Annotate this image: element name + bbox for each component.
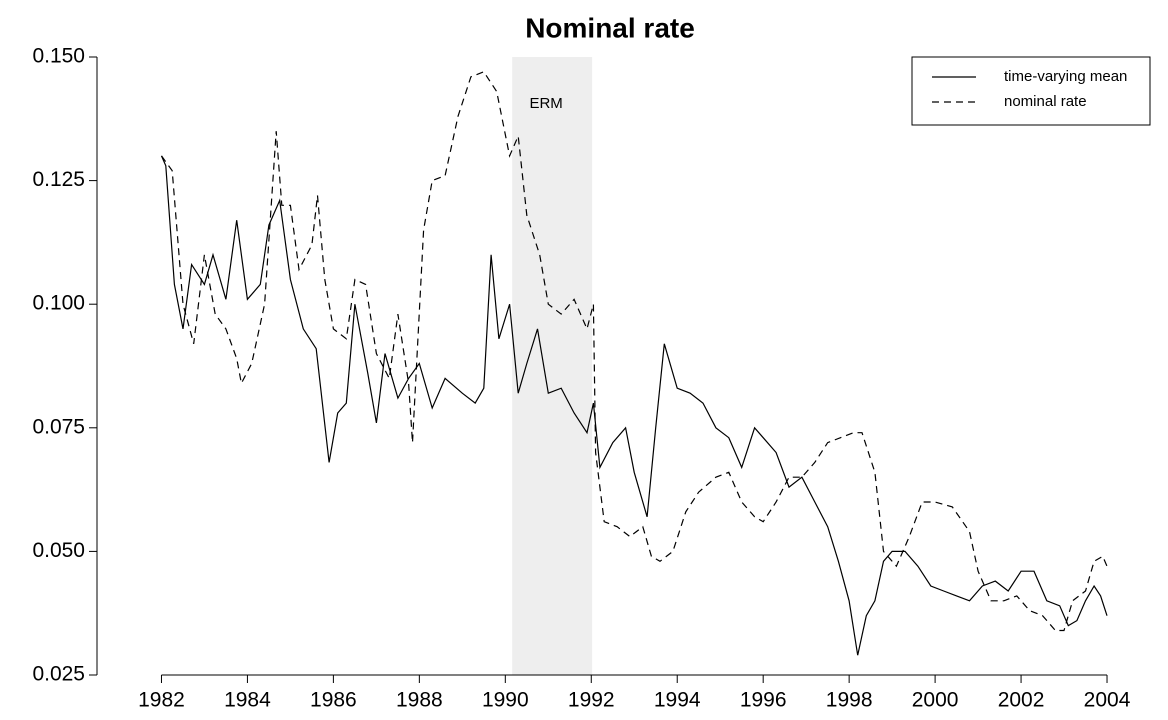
x-tick-label: 2002 <box>998 689 1045 712</box>
shade-label: ERM <box>529 95 562 112</box>
x-tick-label: 1990 <box>482 689 529 712</box>
x-tick-label: 1986 <box>310 689 357 712</box>
x-tick-label: 1992 <box>568 689 615 712</box>
line-series <box>161 71 1108 632</box>
x-tick-label: 1984 <box>224 689 271 712</box>
legend-box <box>911 56 1151 126</box>
x-tick-label: 2004 <box>1084 689 1131 712</box>
legend-label: nominal rate <box>1004 93 1087 110</box>
x-tick-label: 1988 <box>396 689 443 712</box>
y-tick-label: 0.150 <box>32 45 85 68</box>
legend-label: time-varying mean <box>1004 68 1127 85</box>
x-tick-label: 1996 <box>740 689 787 712</box>
line-series <box>160 155 1108 656</box>
y-tick-label: 0.050 <box>32 539 85 562</box>
x-tick-label: 1982 <box>138 689 185 712</box>
y-tick-label: 0.075 <box>32 415 85 438</box>
x-tick-label: 1994 <box>654 689 701 712</box>
x-tick-label: 1998 <box>826 689 873 712</box>
shaded-region <box>512 57 593 675</box>
y-tick-label: 0.025 <box>32 663 85 686</box>
x-tick-label: 2000 <box>912 689 959 712</box>
chart-title: Nominal rate <box>525 12 695 43</box>
y-tick-label: 0.125 <box>32 168 85 191</box>
y-tick-label: 0.100 <box>32 292 85 315</box>
